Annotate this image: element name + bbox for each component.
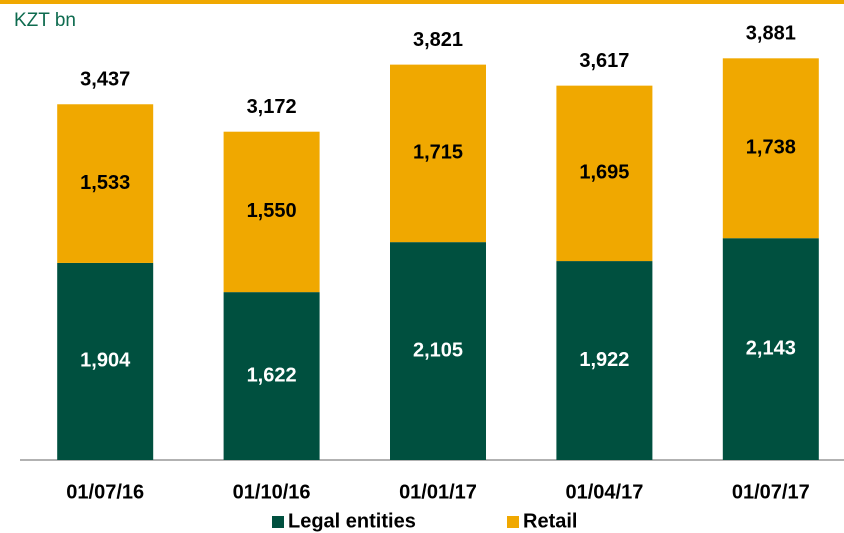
value-label: 2,105 [413,339,463,361]
x-tick-label: 01/07/16 [66,481,144,503]
bar-segment [223,292,320,460]
total-label: 3,172 [247,96,297,118]
total-label: 3,437 [80,69,130,91]
value-label: 1,715 [413,142,463,164]
value-label: 2,143 [746,337,796,359]
value-label: 1,904 [80,350,131,372]
value-label: 1,738 [746,137,796,159]
bar-segment [390,242,486,460]
legend-label: Retail [523,510,577,532]
x-tick-label: 01/01/17 [399,481,477,503]
bar-segment [722,58,819,239]
x-tick-label: 01/10/16 [233,481,311,503]
value-label: 1,922 [579,349,629,371]
legend-swatch [272,516,284,528]
total-label: 3,881 [746,23,796,45]
unit-label: KZT bn [14,10,76,31]
bar-segment [57,104,154,263]
total-label: 3,821 [413,29,463,51]
legend-label: Legal entities [288,510,416,532]
bar-segment [556,85,653,262]
value-label: 1,533 [80,172,130,194]
total-label: 3,617 [579,50,629,72]
bar-segment [390,64,486,243]
x-tick-label: 01/07/17 [732,481,810,503]
legend-swatch [507,516,519,528]
bar-segment [556,261,653,460]
value-label: 1,695 [579,162,629,184]
top-rule [0,0,844,4]
value-label: 1,622 [247,364,297,386]
x-tick-label: 01/04/17 [565,481,643,503]
bar-segment [57,262,154,460]
bar-segment [722,238,819,460]
value-label: 1,550 [247,200,297,222]
bar-segment [223,131,320,293]
